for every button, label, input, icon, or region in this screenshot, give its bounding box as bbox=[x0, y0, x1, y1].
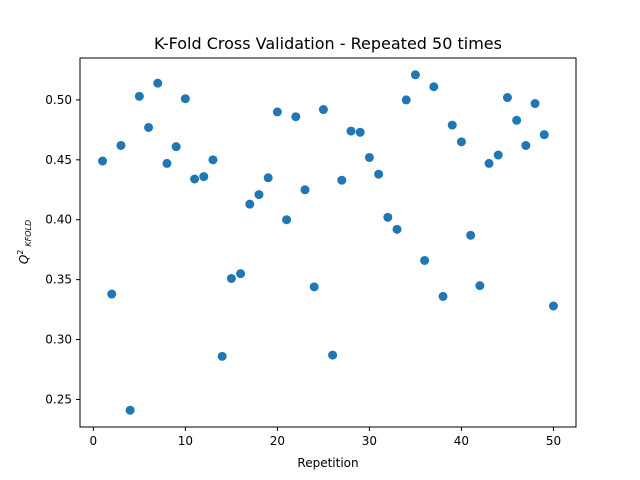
data-point bbox=[309, 282, 319, 292]
y-axis-label-subscript: KFOLD bbox=[24, 220, 33, 247]
data-point bbox=[438, 291, 448, 301]
x-axis: 0 10 20 30 40 50 bbox=[90, 427, 561, 448]
data-point bbox=[420, 255, 430, 265]
data-point bbox=[134, 91, 144, 101]
data-point bbox=[456, 137, 466, 147]
data-point bbox=[245, 199, 255, 209]
data-point bbox=[410, 70, 420, 80]
y-axis: 0.25 0.30 0.35 0.40 0.45 0.50 bbox=[45, 93, 80, 406]
data-point bbox=[190, 174, 200, 184]
y-tick-label: 0.50 bbox=[45, 93, 72, 107]
data-point bbox=[208, 155, 218, 165]
data-point bbox=[374, 169, 384, 179]
data-point bbox=[263, 173, 273, 183]
y-tick-label: 0.25 bbox=[45, 392, 72, 406]
x-tick-label: 0 bbox=[90, 434, 98, 448]
x-tick-label: 40 bbox=[454, 434, 469, 448]
x-tick-label: 10 bbox=[178, 434, 193, 448]
data-point bbox=[318, 105, 328, 115]
data-point bbox=[475, 281, 485, 291]
data-point bbox=[226, 273, 236, 283]
data-point bbox=[548, 301, 558, 311]
data-point bbox=[539, 130, 549, 140]
data-point bbox=[217, 351, 227, 361]
data-point bbox=[282, 215, 292, 225]
data-point bbox=[337, 175, 347, 185]
data-point bbox=[153, 78, 163, 88]
data-point bbox=[530, 99, 540, 109]
data-point bbox=[98, 156, 108, 166]
data-point bbox=[236, 269, 246, 279]
x-tick-label: 50 bbox=[546, 434, 561, 448]
y-axis-label: Q2 KFOLD bbox=[16, 220, 33, 264]
x-tick-label: 20 bbox=[270, 434, 285, 448]
data-points bbox=[98, 70, 558, 415]
y-tick-label: 0.45 bbox=[45, 153, 72, 167]
x-tick-label: 30 bbox=[362, 434, 377, 448]
chart-title: K-Fold Cross Validation - Repeated 50 ti… bbox=[154, 34, 502, 53]
data-point bbox=[502, 93, 512, 103]
data-point bbox=[484, 158, 494, 168]
data-point bbox=[364, 152, 374, 162]
data-point bbox=[355, 127, 365, 137]
data-point bbox=[199, 172, 209, 182]
data-point bbox=[512, 115, 522, 125]
data-point bbox=[125, 405, 135, 415]
axes-frame bbox=[79, 57, 577, 428]
data-point bbox=[493, 150, 503, 160]
data-point bbox=[254, 190, 264, 200]
y-tick-label: 0.40 bbox=[45, 213, 72, 227]
y-axis-label-superscript: 2 bbox=[16, 250, 25, 255]
data-point bbox=[180, 94, 190, 104]
data-point bbox=[401, 95, 411, 105]
plot-area bbox=[79, 57, 577, 428]
data-point bbox=[466, 230, 476, 240]
data-point bbox=[291, 112, 301, 122]
data-point bbox=[300, 185, 310, 195]
data-point bbox=[447, 120, 457, 130]
data-point bbox=[171, 142, 181, 152]
y-tick-label: 0.30 bbox=[45, 333, 72, 347]
x-axis-label: Repetition bbox=[297, 456, 358, 470]
data-point bbox=[107, 289, 117, 299]
y-tick-label: 0.35 bbox=[45, 273, 72, 287]
data-point bbox=[383, 212, 393, 222]
data-point bbox=[346, 126, 356, 136]
data-point bbox=[144, 122, 154, 132]
y-axis-label-base: Q bbox=[17, 255, 31, 264]
data-point bbox=[392, 224, 402, 234]
data-point bbox=[429, 82, 439, 92]
data-point bbox=[272, 107, 282, 117]
data-point bbox=[162, 158, 172, 168]
data-point bbox=[328, 350, 338, 360]
data-point bbox=[116, 140, 126, 150]
data-point bbox=[521, 140, 531, 150]
